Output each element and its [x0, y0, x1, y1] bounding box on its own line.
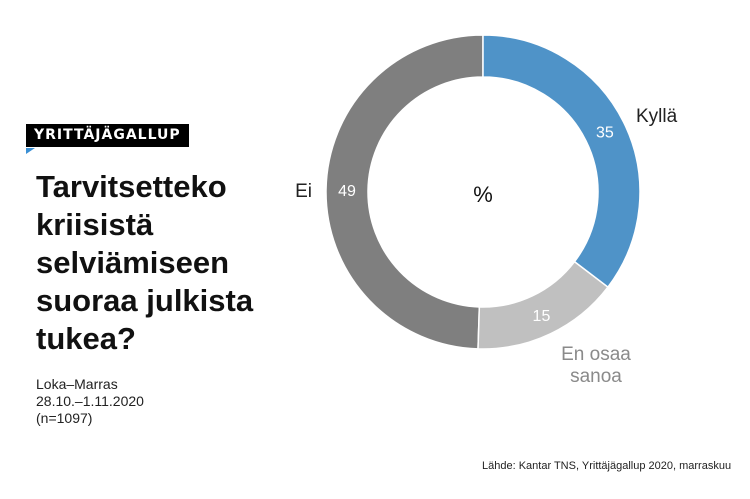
badge-accent: [26, 148, 35, 154]
donut-slice-2: [325, 34, 484, 350]
data-label: 15: [533, 308, 551, 325]
subtitle-sample: (n=1097): [36, 410, 93, 426]
subtitle: Loka–Marras 28.10.–1.11.2020 (n=1097): [36, 376, 144, 427]
data-label: 49: [338, 183, 356, 200]
center-label: %: [473, 182, 493, 207]
category-label: sanoa: [570, 366, 622, 387]
chart-title: Tarvitsetteko kriisistä selviämiseen suo…: [36, 169, 254, 356]
subtitle-dates: 28.10.–1.11.2020: [36, 393, 144, 409]
category-label: En osaa: [561, 344, 631, 365]
category-label: Ei: [295, 181, 312, 202]
source-note: Lähde: Kantar TNS, Yrittäjägallup 2020, …: [482, 460, 732, 472]
brand-badge: YRITTÄJÄGALLUP: [26, 124, 189, 147]
data-label: 35: [596, 125, 614, 142]
category-label: Kyllä: [636, 106, 678, 127]
subtitle-period: Loka–Marras: [36, 376, 118, 392]
donut-slice-0: [482, 34, 641, 289]
donut-slice-1: [477, 260, 609, 350]
